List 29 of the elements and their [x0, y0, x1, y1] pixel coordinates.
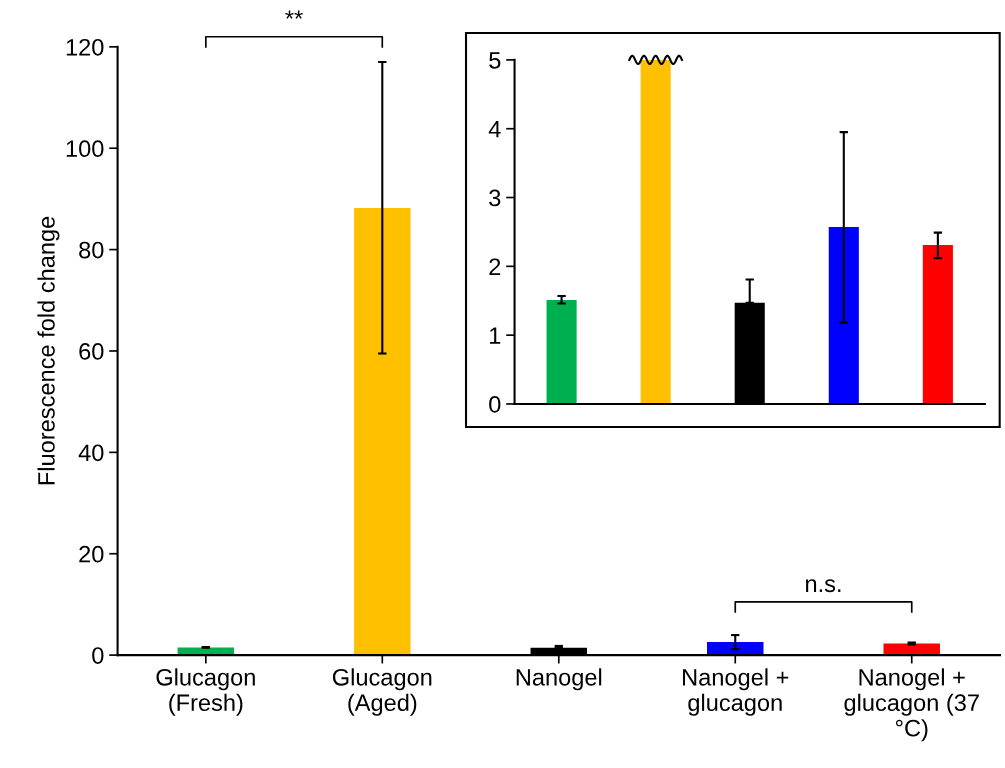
- y-tick-label: 100: [66, 140, 104, 158]
- y-tick-label: 40: [78, 444, 104, 462]
- y-tick-label: 2: [489, 258, 501, 275]
- bar: [177, 647, 235, 656]
- bar: [883, 643, 940, 656]
- bar: [640, 59, 671, 404]
- x-tick-label: Glucagon (Fresh): [156, 668, 255, 716]
- bar: [922, 245, 953, 404]
- y-tick-label: 1: [490, 327, 501, 344]
- x-tick-label: Nanogel + glucagon: [683, 668, 789, 716]
- y-axis-title: Fluorescence fold change: [37, 216, 60, 485]
- y-tick-label: 80: [79, 241, 104, 259]
- annotation: n.s.: [806, 579, 841, 593]
- y-tick-label: 0: [92, 647, 104, 664]
- text: **: [285, 10, 303, 19]
- y-tick-label: 120: [66, 38, 104, 56]
- bar: [828, 227, 859, 404]
- bar: [707, 642, 764, 656]
- x-tick-label: Nanogel + glucagon (37 °C): [844, 668, 979, 742]
- y-tick-label: 0: [489, 396, 501, 413]
- bar: [354, 208, 411, 656]
- y-tick-label: 4: [488, 121, 501, 138]
- y-tick-label: 5: [489, 52, 501, 69]
- x-tick-label: Nanogel: [516, 668, 602, 691]
- y-tick-label: 3: [489, 189, 501, 207]
- x-tick-label: Glucagon (Aged): [332, 668, 432, 716]
- y-tick-label: 60: [79, 343, 104, 360]
- y-tick-label: 20: [79, 545, 104, 563]
- bar: [546, 300, 577, 404]
